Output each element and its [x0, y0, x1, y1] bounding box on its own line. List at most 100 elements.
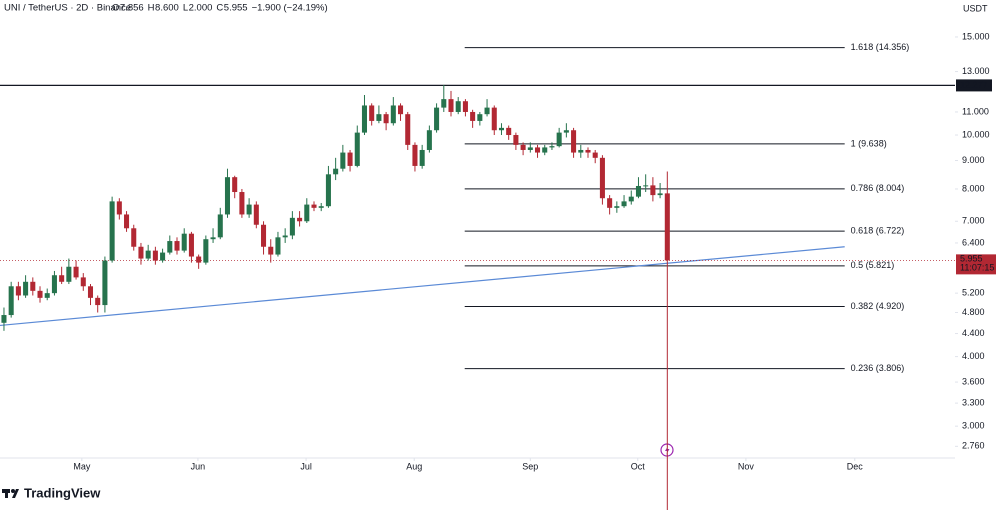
candle-body	[354, 132, 360, 166]
candle-body	[419, 149, 425, 166]
candle-body	[578, 149, 584, 153]
header-symbol: UNI / TetherUS · 2D · Binance	[4, 3, 131, 14]
y-tick-label: 10.000	[962, 129, 990, 139]
candle-body	[398, 105, 404, 115]
y-tick-label: 4.000	[962, 351, 985, 361]
candle-body	[289, 217, 295, 236]
candle-body	[325, 174, 331, 207]
candle-body	[232, 177, 238, 193]
candle-body	[37, 290, 43, 298]
candle-body	[318, 206, 324, 208]
candle-body	[369, 105, 375, 121]
candle-body	[455, 101, 461, 112]
candle-body	[203, 239, 209, 263]
candle-body	[145, 250, 151, 259]
header-h-label: H	[148, 3, 155, 14]
y-tick-label: 3.600	[962, 376, 985, 386]
header-o-label: O	[112, 3, 119, 14]
candle-body	[152, 250, 158, 261]
candle-body	[160, 252, 166, 261]
x-tick-label: Sep	[522, 461, 538, 471]
candle-body	[167, 241, 173, 253]
y-tick-label: 7.000	[962, 216, 985, 226]
candle-body	[462, 101, 468, 112]
y-tick-label: 11.000	[962, 106, 989, 116]
y-tick-label: 8.000	[962, 183, 985, 193]
header-l: 2.000	[189, 3, 213, 14]
candle-body	[571, 130, 577, 153]
candle-body	[109, 201, 115, 261]
x-tick-label: Oct	[631, 461, 646, 471]
y-tick-label: 9.000	[962, 155, 985, 165]
candle-body	[448, 99, 454, 112]
candle-body	[217, 214, 223, 238]
candle-body	[239, 192, 245, 215]
x-tick-label: Aug	[406, 461, 422, 471]
fib-label: 0.786 (8.004)	[851, 183, 905, 193]
candle-body	[224, 177, 231, 215]
y-tick-label: 4.400	[962, 328, 985, 338]
candle-body	[174, 241, 180, 251]
x-tick-label: Nov	[738, 461, 755, 471]
y-tick-label: 15.000	[962, 31, 990, 41]
candle-body	[15, 286, 21, 296]
candle-body	[491, 107, 497, 131]
candle-body	[506, 127, 512, 136]
candle-body	[549, 146, 555, 148]
candle-body	[390, 105, 396, 124]
y-tick-label: 3.000	[962, 421, 985, 431]
candle-body	[30, 281, 36, 291]
tv-logo: TradingView	[2, 485, 101, 500]
candle-body	[434, 107, 440, 131]
candle-body	[333, 168, 339, 175]
x-tick-label: Jun	[191, 461, 206, 471]
candle-body	[340, 152, 346, 169]
candle-body	[470, 111, 476, 121]
candle-body	[138, 246, 144, 259]
header-change: −1.900 (−24.19%)	[252, 3, 328, 14]
candle-body	[59, 275, 65, 282]
candle-body	[51, 275, 57, 294]
candle-body	[643, 185, 649, 187]
candle-body	[563, 130, 569, 133]
candle-body	[80, 277, 86, 287]
candle-body	[412, 144, 418, 166]
candle-body	[376, 114, 382, 121]
trendline	[0, 246, 845, 327]
header-c: 5.955	[224, 3, 248, 14]
candle-body	[95, 297, 101, 306]
candle-body	[599, 157, 605, 199]
candle-body	[196, 256, 202, 263]
candle-body	[66, 266, 72, 282]
candle-body	[513, 135, 519, 145]
candle-body	[635, 185, 641, 197]
candle-body	[87, 286, 94, 298]
candle-body	[614, 206, 620, 208]
candle-body	[664, 193, 670, 261]
candle-body	[498, 127, 504, 131]
candle-body	[253, 204, 259, 225]
candle-body	[347, 152, 353, 166]
currency: USDT	[963, 3, 988, 13]
candle-body	[405, 114, 411, 145]
y-tick-label: 2.760	[962, 441, 985, 451]
candle-body	[361, 105, 368, 133]
candle-body	[188, 233, 194, 257]
candle-body	[73, 266, 79, 278]
candle-body	[556, 132, 562, 147]
candle-body	[44, 293, 50, 298]
fib-label: 0.382 (4.920)	[851, 301, 905, 311]
fib-label: 0.618 (6.722)	[851, 225, 905, 235]
countdown: 11:07:15	[960, 263, 994, 273]
candle-body	[116, 201, 122, 215]
candle-body	[282, 235, 288, 238]
candle-body	[124, 214, 130, 229]
header-c-label: C	[216, 3, 223, 14]
candle-body	[527, 147, 533, 150]
header-o: 7.856	[120, 3, 144, 14]
brand: TradingView	[24, 485, 101, 500]
candle-body	[1, 315, 7, 323]
header-l-label: L	[183, 3, 188, 14]
